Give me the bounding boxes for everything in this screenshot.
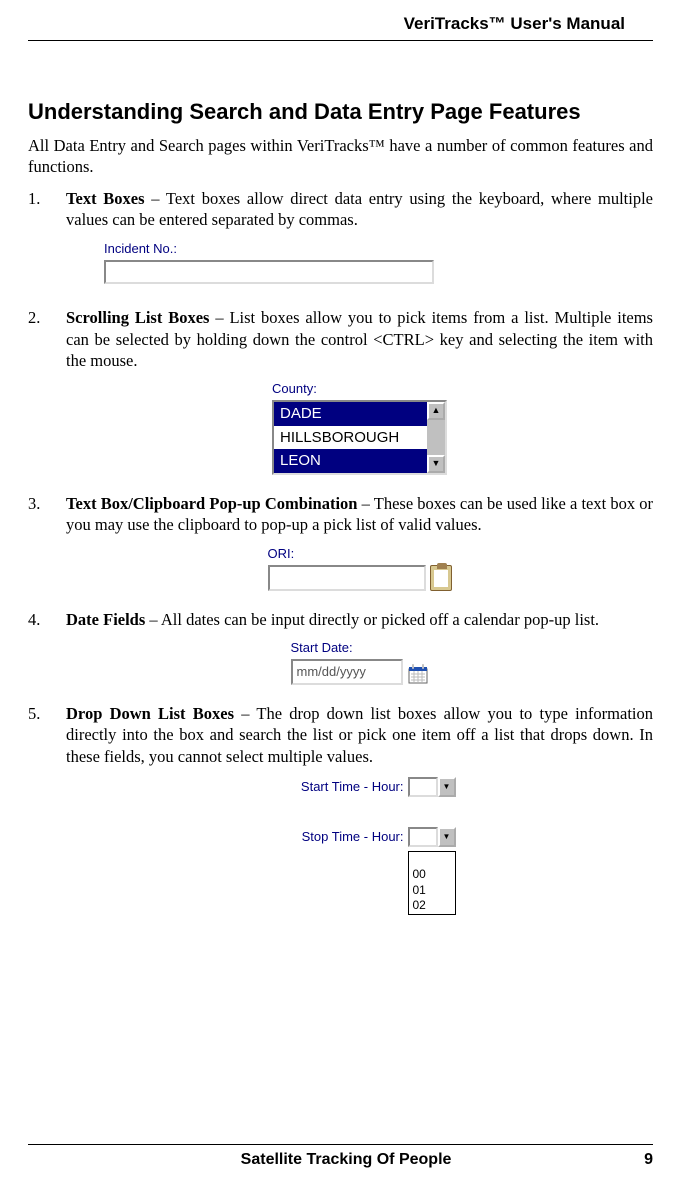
feature-list: Text Boxes – Text boxes allow direct dat…	[28, 188, 653, 915]
incident-label: Incident No.:	[104, 241, 434, 258]
ori-figure: ORI:	[268, 546, 452, 591]
dropdown-field[interactable]	[408, 827, 438, 847]
startdate-input[interactable]: mm/dd/yyyy	[291, 659, 403, 685]
list-item: Date Fields – All dates can be input dir…	[28, 609, 653, 685]
county-label: County:	[272, 381, 447, 398]
scroll-down-button[interactable]: ▼	[427, 455, 445, 473]
clipboard-icon[interactable]	[430, 565, 452, 591]
dropdown-option[interactable]: 02	[409, 898, 455, 914]
dropdown-option[interactable]: 01	[409, 883, 455, 899]
list-item: Scrolling List Boxes – List boxes allow …	[28, 307, 653, 475]
ori-input[interactable]	[268, 565, 426, 591]
item-name: Text Box/Clipboard Pop-up Combination	[66, 494, 358, 513]
stoptime-label: Stop Time - Hour:	[264, 829, 404, 846]
dropdown-field[interactable]	[408, 777, 438, 797]
list-item: Drop Down List Boxes – The drop down lis…	[28, 703, 653, 915]
ori-label: ORI:	[268, 546, 452, 563]
starttime-dropdown[interactable]: ▼	[408, 777, 456, 797]
textbox-figure: Incident No.:	[104, 241, 434, 289]
item-desc: – All dates can be input directly or pic…	[145, 610, 599, 629]
listbox-scrollbar[interactable]: ▲ ▼	[427, 402, 445, 473]
item-name: Drop Down List Boxes	[66, 704, 234, 723]
list-item: Text Box/Clipboard Pop-up Combination – …	[28, 493, 653, 591]
county-listbox[interactable]: DADE HILLSBOROUGH LEON ▲ ▼	[272, 400, 447, 475]
listbox-option[interactable]: HILLSBOROUGH	[274, 426, 445, 450]
date-figure: Start Date: mm/dd/yyyy	[291, 640, 429, 685]
list-item: Text Boxes – Text boxes allow direct dat…	[28, 188, 653, 289]
dropdown-option[interactable]	[409, 852, 455, 867]
item-name: Scrolling List Boxes	[66, 308, 209, 327]
section-title: Understanding Search and Data Entry Page…	[28, 99, 653, 125]
item-name: Text Boxes	[66, 189, 145, 208]
dropdown-figure: Start Time - Hour: ▼ Stop Time - Hour: ▼	[264, 777, 456, 915]
startdate-label: Start Date:	[291, 640, 429, 657]
calendar-icon[interactable]	[407, 663, 429, 685]
section-intro: All Data Entry and Search pages within V…	[28, 135, 653, 178]
header-title: VeriTracks™ User's Manual	[404, 14, 625, 33]
listbox-figure: County: DADE HILLSBOROUGH LEON ▲ ▼	[272, 381, 447, 474]
stoptime-dropdown[interactable]: ▼	[408, 827, 456, 847]
dropdown-row: Stop Time - Hour: ▼	[264, 827, 456, 847]
starttime-label: Start Time - Hour:	[264, 779, 404, 796]
incident-input[interactable]	[104, 260, 434, 284]
page-number: 9	[644, 1151, 653, 1169]
dropdown-open-list[interactable]: 00 01 02	[408, 851, 456, 915]
chevron-down-icon[interactable]: ▼	[438, 827, 456, 847]
page-header: VeriTracks™ User's Manual	[28, 0, 653, 41]
footer-center: Satellite Tracking Of People	[48, 1151, 644, 1169]
item-desc: – Text boxes allow direct data entry usi…	[66, 189, 653, 229]
dropdown-row: Start Time - Hour: ▼	[264, 777, 456, 797]
chevron-down-icon[interactable]: ▼	[438, 777, 456, 797]
scroll-up-button[interactable]: ▲	[427, 402, 445, 420]
listbox-option[interactable]: LEON	[274, 449, 445, 473]
page-content: Understanding Search and Data Entry Page…	[0, 41, 681, 915]
listbox-option[interactable]: DADE	[274, 402, 445, 426]
dropdown-option[interactable]: 00	[409, 867, 455, 883]
page-footer: Satellite Tracking Of People 9	[28, 1144, 653, 1169]
item-name: Date Fields	[66, 610, 145, 629]
